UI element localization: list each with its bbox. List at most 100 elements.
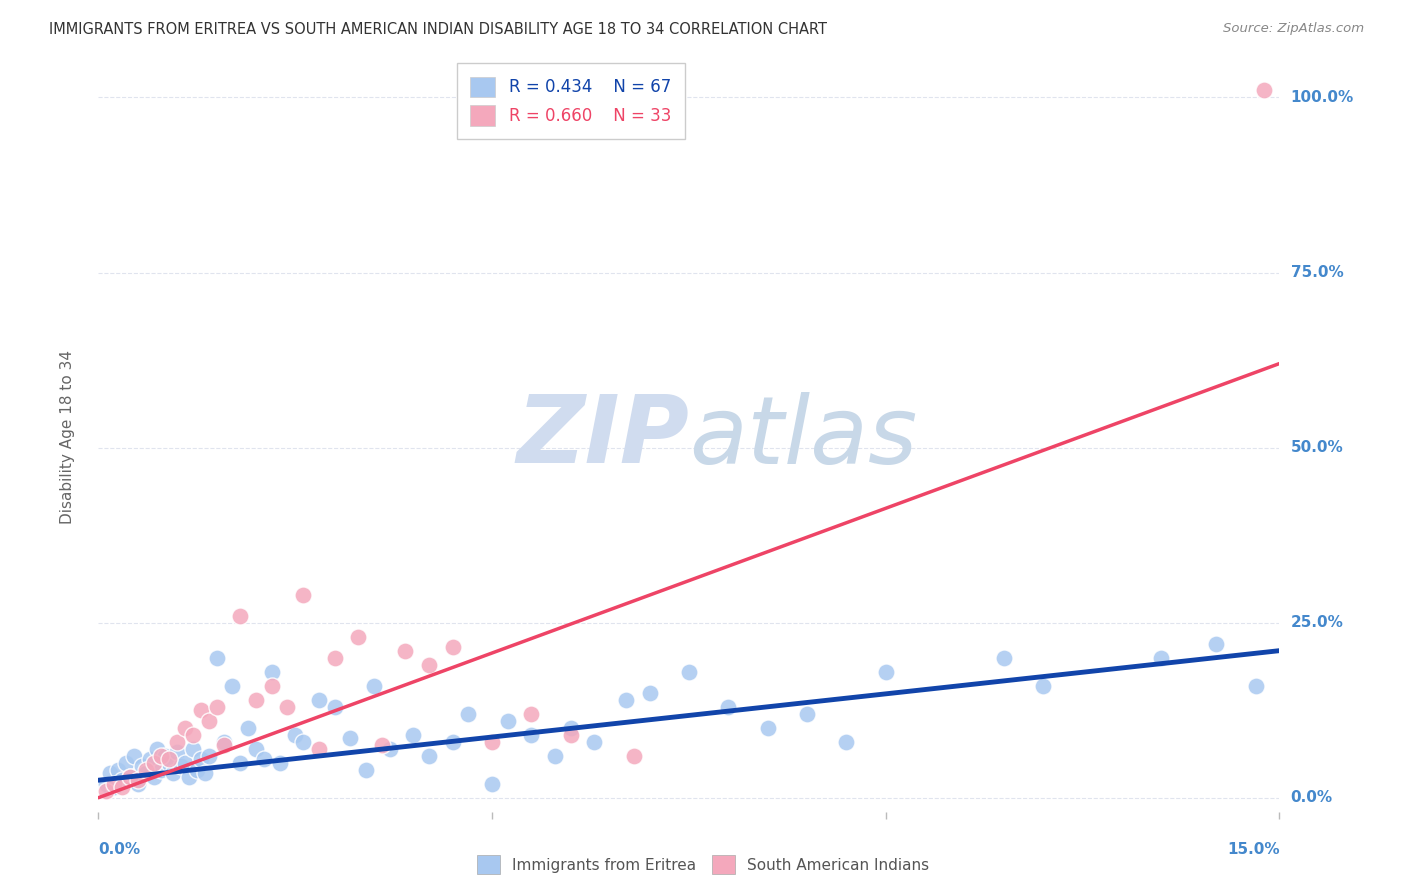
Point bbox=[418, 657, 440, 672]
Legend: R = 0.434    N = 67, R = 0.660    N = 33: R = 0.434 N = 67, R = 0.660 N = 33 bbox=[457, 63, 685, 139]
Point bbox=[205, 699, 228, 714]
Point bbox=[236, 721, 259, 735]
Point bbox=[111, 780, 134, 795]
Point bbox=[197, 748, 219, 763]
Point bbox=[394, 643, 416, 657]
Point bbox=[166, 734, 188, 748]
Point bbox=[457, 706, 479, 721]
Text: 0.0%: 0.0% bbox=[98, 842, 141, 857]
Point bbox=[174, 721, 197, 735]
Point bbox=[221, 679, 243, 693]
Point bbox=[323, 650, 346, 665]
Text: 100.0%: 100.0% bbox=[1291, 90, 1354, 105]
Point bbox=[678, 665, 700, 679]
Y-axis label: Disability Age 18 to 34: Disability Age 18 to 34 bbox=[60, 350, 75, 524]
Point bbox=[166, 745, 188, 759]
Point bbox=[118, 770, 141, 784]
Point bbox=[98, 766, 121, 780]
Point bbox=[162, 766, 184, 780]
Legend: Immigrants from Eritrea, South American Indians: Immigrants from Eritrea, South American … bbox=[471, 849, 935, 880]
Point bbox=[638, 686, 661, 700]
Point bbox=[623, 748, 645, 763]
Point bbox=[717, 699, 740, 714]
Point bbox=[245, 741, 267, 756]
Point bbox=[292, 734, 315, 748]
Point bbox=[96, 777, 118, 791]
Point bbox=[1253, 83, 1275, 97]
Point bbox=[354, 763, 377, 777]
Point bbox=[308, 741, 330, 756]
Point bbox=[520, 706, 543, 721]
Point bbox=[127, 777, 149, 791]
Point bbox=[146, 741, 169, 756]
Point bbox=[347, 630, 370, 644]
Point bbox=[103, 780, 125, 795]
Text: 0.0%: 0.0% bbox=[1291, 790, 1333, 805]
Point bbox=[418, 748, 440, 763]
Point bbox=[441, 640, 464, 655]
Point bbox=[115, 756, 138, 770]
Point bbox=[135, 766, 157, 780]
Point bbox=[96, 783, 118, 797]
Point bbox=[339, 731, 361, 746]
Point bbox=[190, 703, 212, 717]
Point bbox=[135, 763, 157, 777]
Point bbox=[323, 699, 346, 714]
Point bbox=[197, 714, 219, 728]
Point bbox=[229, 756, 252, 770]
Point bbox=[378, 741, 401, 756]
Point bbox=[245, 692, 267, 706]
Point bbox=[150, 763, 173, 777]
Point bbox=[756, 721, 779, 735]
Point bbox=[269, 756, 291, 770]
Point bbox=[181, 741, 204, 756]
Point bbox=[103, 777, 125, 791]
Point bbox=[127, 773, 149, 788]
Point bbox=[371, 738, 394, 752]
Point bbox=[142, 770, 165, 784]
Point bbox=[181, 728, 204, 742]
Point bbox=[138, 752, 160, 766]
Point bbox=[835, 734, 858, 748]
Point bbox=[177, 770, 200, 784]
Point bbox=[875, 665, 897, 679]
Point bbox=[544, 748, 567, 763]
Point bbox=[260, 665, 283, 679]
Point bbox=[1244, 679, 1267, 693]
Point bbox=[481, 734, 503, 748]
Point bbox=[150, 748, 173, 763]
Point bbox=[111, 773, 134, 788]
Point bbox=[194, 766, 217, 780]
Text: 50.0%: 50.0% bbox=[1291, 440, 1343, 455]
Point bbox=[292, 588, 315, 602]
Point bbox=[214, 734, 236, 748]
Point bbox=[308, 692, 330, 706]
Point bbox=[157, 752, 180, 766]
Point bbox=[583, 734, 606, 748]
Text: atlas: atlas bbox=[689, 392, 917, 483]
Point bbox=[229, 608, 252, 623]
Point bbox=[402, 728, 425, 742]
Point bbox=[993, 650, 1015, 665]
Point bbox=[560, 721, 582, 735]
Point bbox=[253, 752, 276, 766]
Point bbox=[155, 748, 177, 763]
Point bbox=[481, 777, 503, 791]
Text: 75.0%: 75.0% bbox=[1291, 265, 1343, 280]
Point bbox=[441, 734, 464, 748]
Point bbox=[142, 756, 165, 770]
Point bbox=[131, 759, 153, 773]
Text: ZIP: ZIP bbox=[516, 391, 689, 483]
Point bbox=[122, 748, 145, 763]
Point bbox=[496, 714, 519, 728]
Text: 25.0%: 25.0% bbox=[1291, 615, 1344, 630]
Point bbox=[170, 759, 193, 773]
Text: Source: ZipAtlas.com: Source: ZipAtlas.com bbox=[1223, 22, 1364, 36]
Point bbox=[284, 728, 307, 742]
Point bbox=[1032, 679, 1054, 693]
Point bbox=[796, 706, 818, 721]
Point bbox=[560, 728, 582, 742]
Point bbox=[190, 752, 212, 766]
Point bbox=[1150, 650, 1173, 665]
Point bbox=[1205, 637, 1227, 651]
